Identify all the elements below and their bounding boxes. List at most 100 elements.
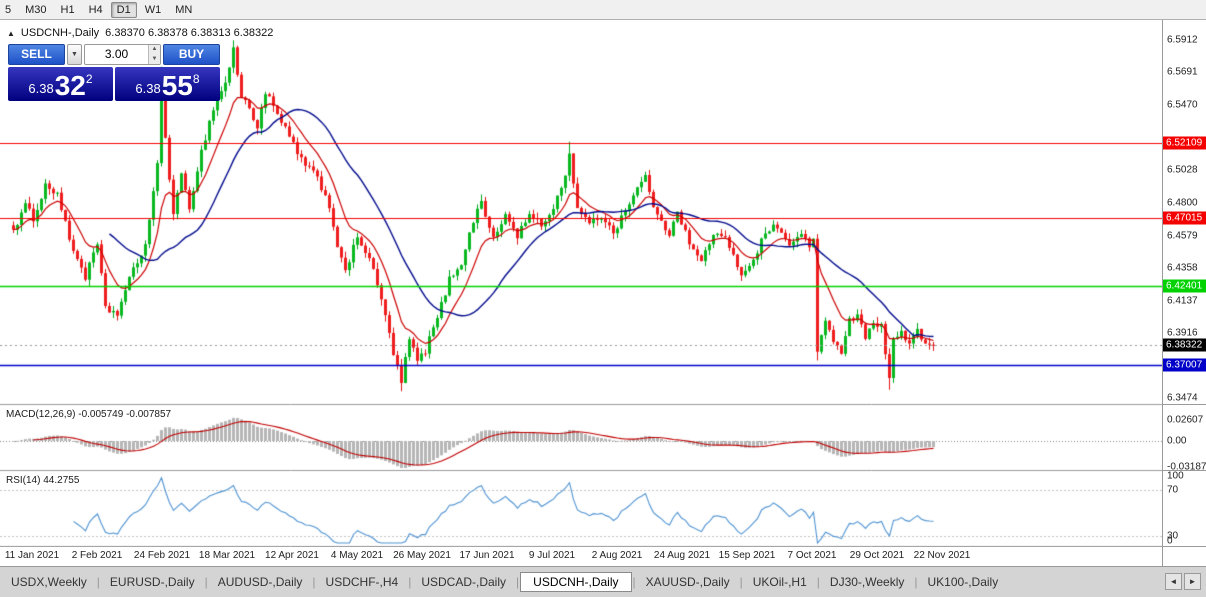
chart-region: ▲ USDCNH-,Daily 6.38370 6.38378 6.38313 … bbox=[0, 20, 1162, 566]
axis-separator bbox=[1163, 546, 1206, 547]
ask-price-big: 55 bbox=[161, 70, 193, 101]
volume-up-button[interactable]: ▲ bbox=[149, 45, 160, 55]
tabs-scroll-right-button[interactable]: ► bbox=[1184, 573, 1201, 590]
price-level-badge: 6.52109 bbox=[1163, 136, 1206, 150]
rsi-axis-label: 100 bbox=[1167, 470, 1184, 482]
tab-separator: | bbox=[816, 575, 820, 589]
date-label: 29 Oct 2021 bbox=[849, 550, 905, 561]
chart-tab-audusd-daily[interactable]: AUDUSD-,Daily bbox=[217, 575, 303, 589]
axis-separator bbox=[1163, 470, 1206, 471]
date-label: 26 May 2021 bbox=[393, 550, 451, 561]
volume-down-button[interactable]: ▼ bbox=[149, 54, 160, 64]
date-label: 11 Jan 2021 bbox=[4, 550, 60, 561]
tab-separator: | bbox=[516, 575, 520, 589]
date-label: 4 May 2021 bbox=[330, 550, 384, 561]
macd-indicator-label: MACD(12,26,9) -0.005749 -0.007857 bbox=[6, 409, 172, 420]
symbol-header: ▲ USDCNH-,Daily 6.38370 6.38378 6.38313 … bbox=[7, 27, 273, 39]
date-label: 18 Mar 2021 bbox=[198, 550, 256, 561]
price-level-badge: 6.37007 bbox=[1163, 358, 1206, 372]
timeframe-toolbar: 5 M30 H1 H4 D1 W1 MN bbox=[0, 0, 1206, 20]
price-axis-label: 6.4579 bbox=[1167, 230, 1198, 242]
date-label: 12 Apr 2021 bbox=[265, 550, 319, 561]
price-axis-label: 6.5028 bbox=[1167, 164, 1198, 176]
date-label: 7 Oct 2021 bbox=[787, 550, 837, 561]
volume-input[interactable]: 3.00 ▲ ▼ bbox=[84, 44, 161, 65]
timeframe-button-mn[interactable]: MN bbox=[175, 3, 193, 16]
trade-panel: SELL ▼ 3.00 ▲ ▼ BUY 6.38 32 2 6.38 55 8 bbox=[8, 44, 220, 101]
bid-price-pipette: 2 bbox=[85, 72, 93, 86]
bid-price-prefix: 6.38 bbox=[28, 81, 54, 96]
tab-separator: | bbox=[96, 575, 100, 589]
price-axis: 6.5912 6.5691 6.5470 6.5028 6.4800 6.4579 6.43… bbox=[1162, 20, 1206, 566]
price-level-badge: 6.42401 bbox=[1163, 279, 1206, 292]
timeframe-button-d1[interactable]: D1 bbox=[110, 1, 137, 18]
bid-price-display: 6.38 32 2 bbox=[8, 67, 113, 101]
timeframe-button-m30[interactable]: M30 bbox=[25, 3, 47, 16]
price-axis-label: 6.5470 bbox=[1167, 99, 1198, 111]
volume-stepper: ▲ ▼ bbox=[148, 45, 160, 64]
date-label: 24 Feb 2021 bbox=[133, 550, 191, 561]
date-label: 15 Sep 2021 bbox=[718, 550, 776, 561]
price-level-badge: 6.47015 bbox=[1163, 211, 1206, 225]
tab-separator: | bbox=[632, 575, 636, 589]
chart-tab-xauusd-daily[interactable]: XAUUSD-,Daily bbox=[645, 575, 730, 589]
rsi-indicator-label: RSI(14) 44.2755 bbox=[6, 475, 80, 486]
axis-separator bbox=[1163, 404, 1206, 405]
current-price-badge: 6.38322 bbox=[1163, 338, 1206, 352]
tabs-scroll-left-button[interactable]: ◄ bbox=[1165, 573, 1182, 590]
tab-separator: | bbox=[739, 575, 743, 589]
timeframe-button-h1[interactable]: H1 bbox=[60, 3, 75, 16]
ask-price-display: 6.38 55 8 bbox=[115, 67, 220, 101]
chart-tab-uk100-daily[interactable]: UK100-,Daily bbox=[927, 575, 999, 589]
chart-tab-usdchf-h4[interactable]: USDCHF-,H4 bbox=[325, 575, 399, 589]
chart-tab-dj30-weekly[interactable]: DJ30-,Weekly bbox=[829, 575, 905, 589]
tab-separator: | bbox=[914, 575, 918, 589]
macd-axis-label: 0.00 bbox=[1167, 435, 1187, 447]
date-label: 2 Aug 2021 bbox=[591, 550, 643, 561]
price-axis-label: 6.3474 bbox=[1167, 392, 1198, 404]
timeframe-button-5[interactable]: 5 bbox=[5, 3, 12, 16]
chart-tab-ukoil-h1[interactable]: UKOil-,H1 bbox=[752, 575, 807, 589]
price-axis-label: 6.3916 bbox=[1167, 327, 1198, 339]
tab-separator: | bbox=[204, 575, 208, 589]
bid-price-big: 32 bbox=[54, 70, 86, 101]
tab-separator: | bbox=[312, 575, 316, 589]
tab-separator: | bbox=[408, 575, 412, 589]
symbol-marker-icon: ▲ bbox=[7, 28, 15, 38]
tabbar: USDX,Weekly | EURUSD-,Daily | AUDUSD-,Daily |… bbox=[0, 566, 1206, 597]
rsi-axis-label: 70 bbox=[1167, 484, 1179, 496]
symbol-title: USDCNH-,Daily bbox=[20, 27, 100, 39]
timeframe-button-w1[interactable]: W1 bbox=[144, 3, 162, 16]
date-label: 24 Aug 2021 bbox=[653, 550, 711, 561]
chevron-down-icon: ▼ bbox=[71, 51, 78, 58]
tab-arrows: ◄ ► bbox=[1165, 573, 1201, 590]
timeframe-button-h4[interactable]: H4 bbox=[88, 3, 103, 16]
chart-tab-usdcnh-daily[interactable]: USDCNH-,Daily bbox=[520, 572, 632, 592]
date-label: 9 Jul 2021 bbox=[528, 550, 576, 561]
volume-value: 3.00 bbox=[104, 47, 129, 61]
date-label: 17 Jun 2021 bbox=[459, 550, 515, 561]
sell-button[interactable]: SELL bbox=[8, 44, 65, 65]
rsi-axis-label: 0 bbox=[1167, 535, 1173, 547]
chart-canvas[interactable] bbox=[0, 20, 1162, 547]
chart-tab-eurusd-daily[interactable]: EURUSD-,Daily bbox=[109, 575, 195, 589]
chart-tab-usdcad-daily[interactable]: USDCAD-,Daily bbox=[421, 575, 507, 589]
symbol-ohlc: 6.38370 6.38378 6.38313 6.38322 bbox=[105, 27, 274, 39]
date-label: 2 Feb 2021 bbox=[71, 550, 123, 561]
ask-price-prefix: 6.38 bbox=[135, 81, 161, 96]
date-label: 22 Nov 2021 bbox=[913, 550, 971, 561]
price-axis-label: 6.5691 bbox=[1167, 66, 1198, 78]
price-axis-label: 6.4800 bbox=[1167, 197, 1198, 209]
price-axis-label: 6.4137 bbox=[1167, 295, 1198, 307]
price-axis-label: 6.4358 bbox=[1167, 262, 1198, 274]
buy-button[interactable]: BUY bbox=[163, 44, 220, 65]
volume-dropdown-button[interactable]: ▼ bbox=[67, 44, 82, 65]
tab-strip: USDX,Weekly | EURUSD-,Daily | AUDUSD-,Daily |… bbox=[2, 572, 1007, 592]
date-axis: 11 Jan 2021 2 Feb 2021 24 Feb 2021 18 Mar 2… bbox=[0, 547, 1162, 566]
price-axis-label: 6.5912 bbox=[1167, 34, 1198, 46]
ask-price-pipette: 8 bbox=[192, 72, 200, 86]
rsi-axis-label: 30 bbox=[1167, 530, 1179, 542]
macd-axis-label: 0.02607 bbox=[1167, 414, 1204, 426]
chart-tab-usdx-weekly[interactable]: USDX,Weekly bbox=[11, 575, 87, 589]
macd-axis-label: -0.03187 bbox=[1167, 461, 1206, 473]
